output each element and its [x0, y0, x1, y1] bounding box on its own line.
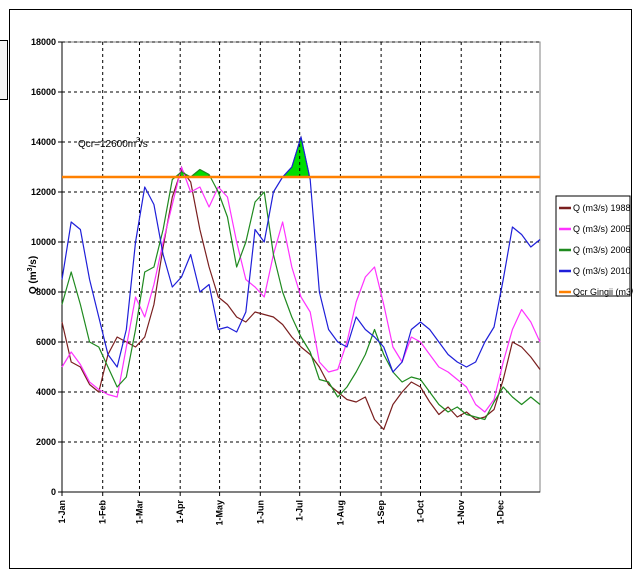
- x-tick-label: 1-May: [215, 500, 225, 526]
- x-tick-label: 1-Jun: [255, 500, 265, 524]
- legend: Q (m3/s) 1988 Q (m3/s) 2005 Q (m3/s) 2006 Q…: [555, 195, 633, 297]
- y-tick-label: 0: [51, 487, 56, 497]
- hydrograph-chart: 0 2000 4000 6000 8000 10000 12000 14000 16000 180…: [27, 37, 633, 526]
- x-tick-label: 1-Sep: [376, 500, 386, 525]
- x-tick-label: 1-Mar: [134, 500, 144, 525]
- y-tick-label: 8000: [36, 287, 56, 297]
- threshold-annotation-exponent: 3: [136, 137, 140, 144]
- y-tick-label: 18000: [31, 37, 56, 47]
- x-tick-label: 1-Jan: [57, 500, 67, 524]
- legend-box: [555, 195, 631, 297]
- x-tick-label: 1-Nov: [456, 500, 466, 525]
- y-axis-label: Q (m3/s): [27, 256, 39, 294]
- y-tick-label: 10000: [31, 237, 56, 247]
- series-line-2006: [61, 168, 541, 421]
- series-line-2005: [61, 166, 541, 413]
- y-tick-label: 12000: [31, 187, 56, 197]
- y-axis-label-exponent: 3: [27, 267, 34, 271]
- y-tick-label: 4000: [36, 387, 56, 397]
- plot-area: [61, 41, 541, 493]
- x-tick-label: 1-Feb: [98, 500, 108, 525]
- y-tick-label: 6000: [36, 337, 56, 347]
- legend-label-threshold: Qcr Gingii (m3/s): [573, 287, 633, 297]
- y-axis-label-q: Q (m: [28, 271, 39, 294]
- x-tick-label: 1-Jul: [295, 500, 305, 521]
- y-tick-label: 16000: [31, 87, 56, 97]
- y-tick-label: 2000: [36, 437, 56, 447]
- series-line-2010: [61, 136, 541, 373]
- legend-label-1988: Q (m3/s) 1988: [573, 203, 631, 213]
- x-tick-label: 1-Apr: [175, 500, 185, 524]
- threshold-annotation-main: Qcr=12600m: [78, 139, 136, 150]
- x-tick-label: 1-Aug: [335, 500, 345, 526]
- legend-label-2010: Q (m3/s) 2010: [573, 266, 631, 276]
- x-tick-label: 1-Dec: [496, 500, 506, 525]
- edge-panel-fragment: [0, 40, 8, 100]
- y-axis-label-unit: /s): [28, 256, 39, 268]
- series-line-1988: [61, 168, 541, 431]
- threshold-annotation: Qcr=12600m3/s: [78, 137, 148, 150]
- legend-label-2006: Q (m3/s) 2006: [573, 245, 631, 255]
- y-tick-label: 14000: [31, 137, 56, 147]
- threshold-annotation-unit: /s: [140, 139, 148, 150]
- chart-frame: 0 2000 4000 6000 8000 10000 12000 14000 16000 180…: [9, 9, 633, 569]
- x-tick-label: 1-Oct: [416, 500, 426, 523]
- legend-label-2005: Q (m3/s) 2005: [573, 224, 631, 234]
